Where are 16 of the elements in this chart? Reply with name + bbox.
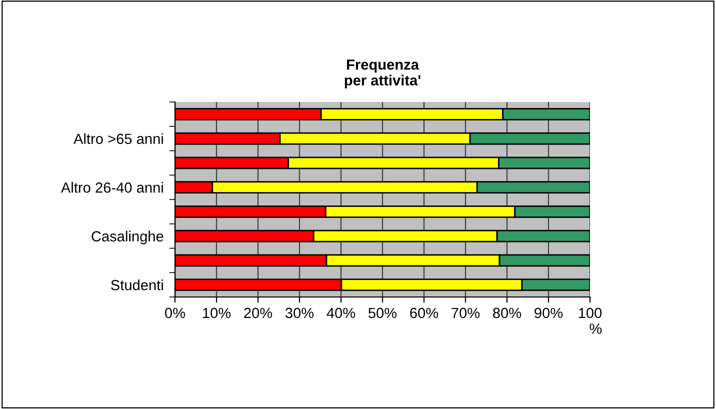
x-tick-label: 20% bbox=[244, 308, 272, 318]
x-tick-label: 0% bbox=[165, 308, 186, 318]
x-tick-label: 90% bbox=[534, 308, 563, 318]
x-tick-label: 40% bbox=[326, 308, 356, 318]
x-tick-label: 70% bbox=[452, 308, 480, 318]
y-tick-label: Altro 26-40 anni bbox=[60, 182, 163, 193]
x-tick-label: 80% bbox=[493, 308, 522, 318]
y-tick-label: Casalinghe bbox=[92, 230, 164, 244]
x-tick-label: 30% bbox=[285, 308, 314, 318]
chart-title: Frequenza per attivita' bbox=[344, 60, 420, 88]
y-tick-label: Altro >65 anni bbox=[74, 133, 163, 144]
x-tick-label: 100 % bbox=[578, 308, 602, 334]
x-tick-label: 10% bbox=[203, 308, 231, 318]
y-tick-label: Studenti bbox=[111, 280, 163, 290]
x-tick-label: 50% bbox=[368, 308, 397, 318]
x-tick-label: 60% bbox=[410, 308, 438, 318]
